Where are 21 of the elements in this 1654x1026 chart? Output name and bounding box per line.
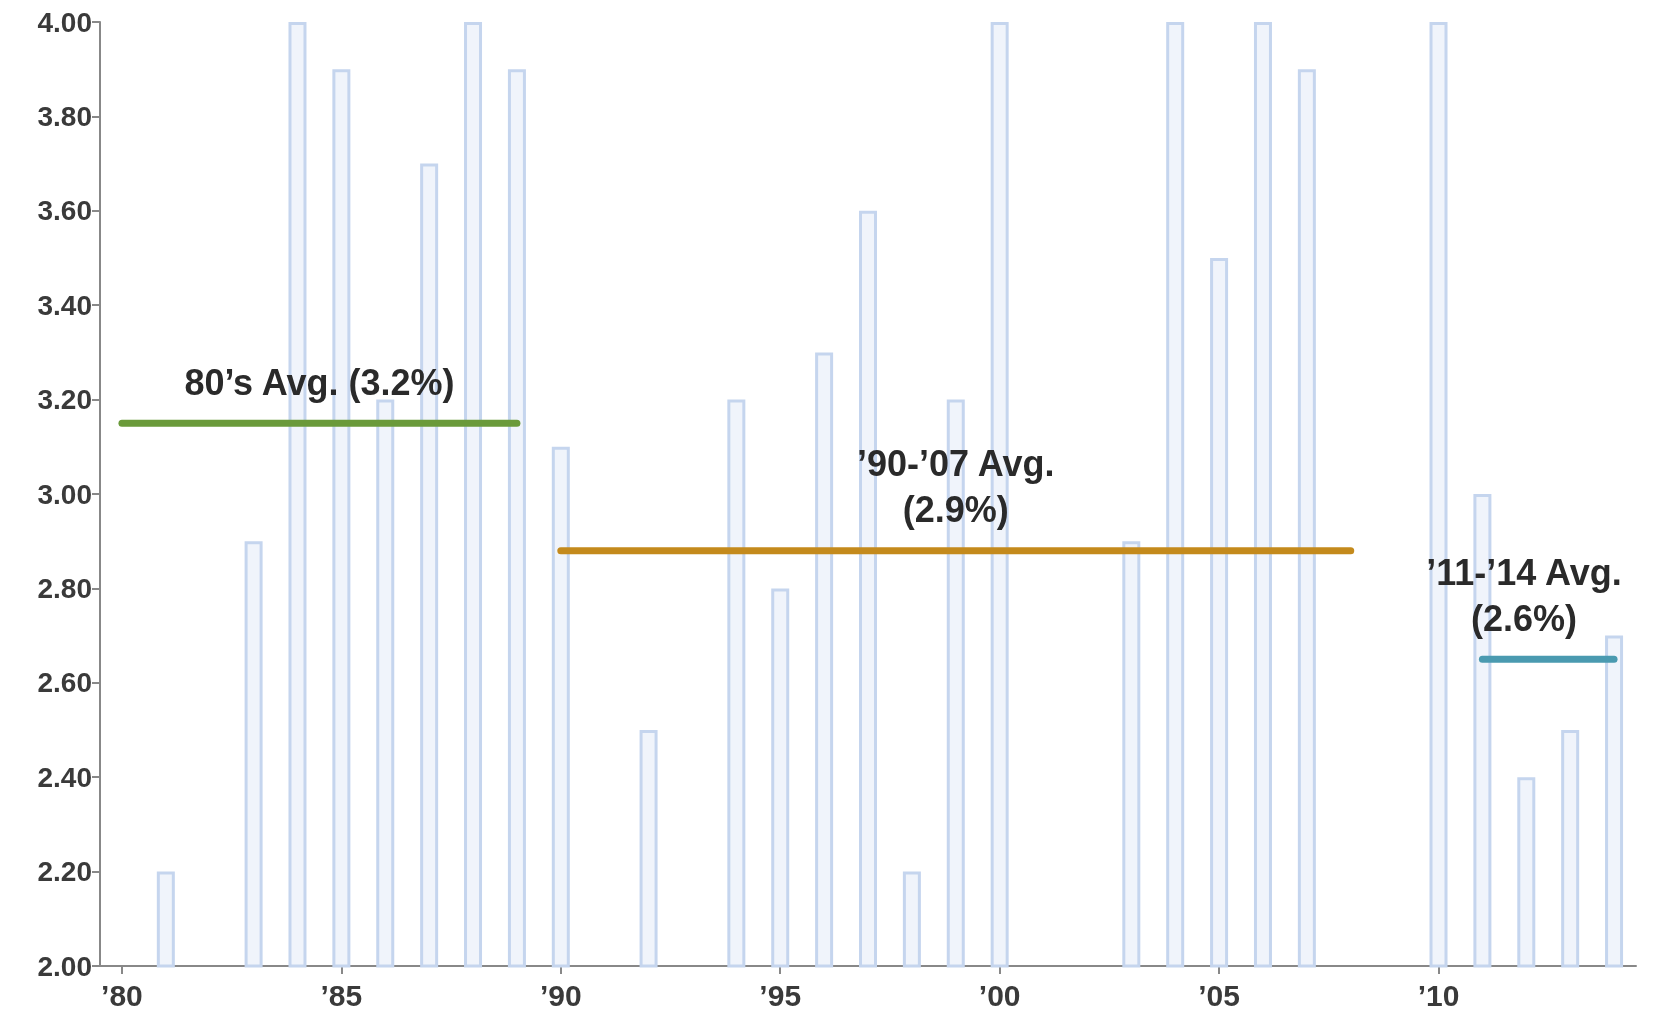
x-tick-label: ’95 (759, 978, 802, 1012)
annotation: ’11-’14 Avg. (2.6%) (1426, 551, 1622, 639)
x-tick-label: ’80 (101, 978, 143, 1012)
y-tick-label: 3.40 (37, 289, 92, 321)
x-tick-label: ’00 (978, 978, 1021, 1012)
y-tick-label: 4.00 (37, 6, 92, 38)
y-tick-label: 3.60 (37, 195, 92, 227)
y-tick-label: 3.80 (37, 100, 92, 132)
x-tick-label: ’05 (1198, 978, 1240, 1012)
y-tick-label: 2.60 (37, 667, 92, 699)
x-tick-label: ’85 (320, 978, 363, 1012)
y-tick-label: 3.00 (37, 478, 92, 510)
annotation: ’90-’07 Avg. (2.9%) (857, 443, 1055, 531)
annotation: 80’s Avg. (3.2%) (184, 361, 455, 403)
y-tick-label: 2.20 (37, 856, 92, 888)
x-tick-label: ’90 (539, 978, 582, 1012)
x-tick-label: ’10 (1417, 978, 1460, 1012)
y-tick-label: 2.80 (37, 572, 92, 604)
y-tick-label: 3.20 (37, 384, 92, 416)
y-tick-label: 2.00 (37, 950, 92, 982)
y-tick-label: 2.40 (37, 761, 92, 793)
